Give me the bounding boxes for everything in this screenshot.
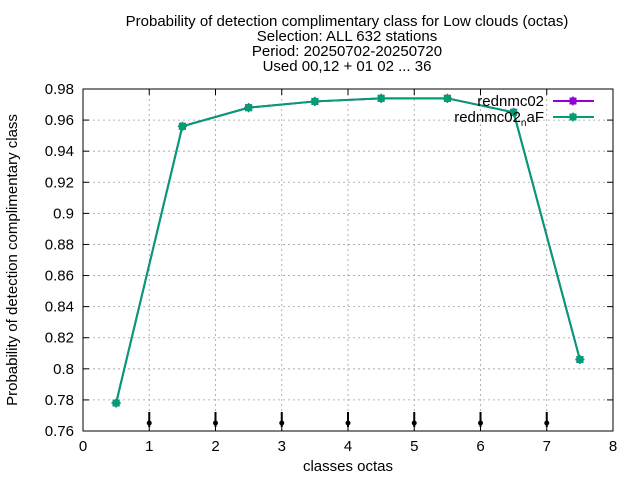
x-tick-label: 3 — [278, 438, 286, 455]
bottom-marker-dot — [146, 420, 152, 426]
legend-label: rednmc02 — [477, 93, 544, 110]
bottom-marker-dot — [411, 420, 417, 426]
data-point — [111, 398, 121, 408]
x-tick-label: 6 — [476, 438, 484, 455]
y-tick-label: 0.94 — [45, 143, 74, 160]
y-tick-label: 0.92 — [45, 174, 74, 191]
y-axis-label: Probability of detection complimentary c… — [4, 114, 21, 406]
data-point — [177, 121, 187, 131]
data-point — [244, 103, 254, 113]
chart-title-line: Used 00,12 + 01 02 ... 36 — [263, 58, 432, 75]
y-tick-label: 0.8 — [53, 361, 74, 378]
series-1 — [111, 93, 585, 408]
x-tick-label: 7 — [543, 438, 551, 455]
data-point — [442, 93, 452, 103]
x-tick-label: 5 — [410, 438, 418, 455]
data-point — [310, 96, 320, 106]
bottom-marker-dot — [279, 420, 285, 426]
legend-label: rednmc02naF — [454, 109, 544, 129]
y-tick-label: 0.76 — [45, 423, 74, 440]
legend-label-main: rednmc02 — [454, 109, 521, 126]
x-axis-label: classes octas — [303, 458, 393, 475]
y-tick-label: 0.78 — [45, 392, 74, 409]
chart-title-line: Selection: ALL 632 stations — [257, 28, 437, 45]
y-tick-label: 0.88 — [45, 236, 74, 253]
bottom-marker-dot — [345, 420, 351, 426]
y-tick-label: 0.9 — [53, 205, 74, 222]
x-axis: 0 1 2 3 4 5 6 7 8 — [79, 89, 617, 455]
x-tick-label: 8 — [609, 438, 617, 455]
bottom-marker-dot — [544, 420, 550, 426]
x-tick-label: 1 — [145, 438, 153, 455]
data-point — [575, 354, 585, 364]
legend-marker — [568, 96, 578, 106]
bottom-marker-dot — [478, 420, 483, 426]
legend-label-sub: n — [521, 118, 527, 129]
series-line — [115, 97, 581, 404]
bottom-markers — [146, 412, 550, 427]
x-tick-label: 4 — [344, 438, 352, 455]
x-tick-label: 0 — [79, 438, 87, 455]
y-tick-label: 0.84 — [45, 299, 74, 316]
y-axis: 0.76 0.78 0.8 0.82 0.84 0.86 0.88 0.9 0.92 0.94 0.… — [45, 81, 613, 440]
chart-title-line: Period: 20250702-20250720 — [252, 43, 442, 60]
y-tick-label: 0.82 — [45, 330, 74, 347]
x-tick-label: 2 — [211, 438, 219, 455]
legend-marker — [568, 112, 578, 122]
legend-label-rest: aF — [526, 109, 544, 126]
grid — [83, 89, 613, 431]
y-tick-label: 0.98 — [45, 81, 74, 98]
y-tick-label: 0.96 — [45, 112, 74, 129]
series-layer — [111, 93, 585, 408]
bottom-marker-dot — [213, 420, 218, 426]
y-tick-label: 0.86 — [45, 268, 74, 285]
chart-title-line: Probability of detection complimentary c… — [126, 13, 569, 30]
chart-title: Probability of detection complimentary c… — [126, 13, 569, 75]
data-point — [509, 107, 519, 117]
data-point — [376, 93, 386, 103]
